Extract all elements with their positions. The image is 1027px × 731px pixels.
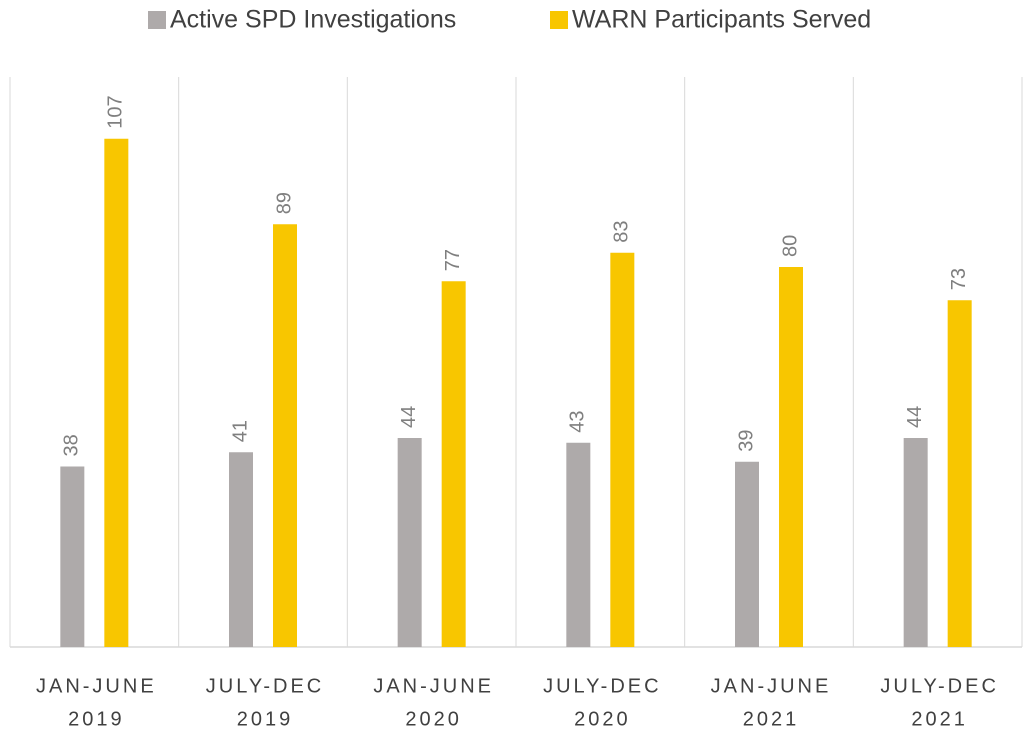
legend-label: WARN Participants Served xyxy=(572,6,871,34)
data-label: 41 xyxy=(229,420,251,442)
data-label: 44 xyxy=(904,406,926,428)
bar xyxy=(610,252,635,647)
bar xyxy=(397,438,422,647)
legend-swatch xyxy=(148,11,166,29)
bar xyxy=(779,267,803,647)
data-label: 73 xyxy=(948,268,970,290)
x-tick-label: 2019 xyxy=(237,708,294,730)
legend-swatch xyxy=(550,11,568,29)
bar xyxy=(60,466,85,647)
x-tick-label: JULY-DEC xyxy=(880,675,998,697)
bar xyxy=(903,438,928,647)
x-tick-label: 2020 xyxy=(574,708,631,730)
x-tick-label: 2021 xyxy=(743,708,800,730)
x-tick-label: JAN-JUNE xyxy=(711,675,832,697)
x-tick-label: JAN-JUNE xyxy=(373,675,494,697)
bar xyxy=(273,224,297,647)
data-label: 43 xyxy=(567,411,589,433)
data-label: 39 xyxy=(735,430,757,452)
data-label: 44 xyxy=(398,406,420,428)
bar xyxy=(566,442,591,647)
bar xyxy=(947,300,972,647)
bar xyxy=(441,281,466,647)
data-label: 77 xyxy=(442,249,464,271)
bar xyxy=(229,452,253,647)
data-label: 83 xyxy=(611,221,633,243)
x-tick-label: 2019 xyxy=(68,708,125,730)
x-tick-label: 2020 xyxy=(405,708,462,730)
data-label: 38 xyxy=(61,434,83,456)
data-label: 80 xyxy=(779,235,801,257)
bar xyxy=(104,138,129,647)
data-label: 107 xyxy=(105,95,127,128)
x-tick-label: JULY-DEC xyxy=(206,675,324,697)
x-tick-label: JAN-JUNE xyxy=(36,675,157,697)
x-tick-label: JULY-DEC xyxy=(543,675,661,697)
data-label: 89 xyxy=(273,192,295,214)
legend-label: Active SPD Investigations xyxy=(170,6,456,34)
x-tick-label: 2021 xyxy=(911,708,968,730)
bar xyxy=(735,461,759,647)
